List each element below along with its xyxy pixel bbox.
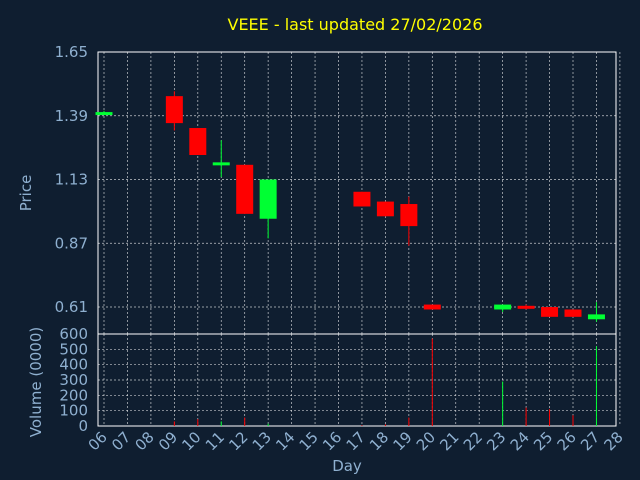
candle-body	[587, 314, 605, 320]
x-tick-label: 28	[600, 428, 626, 454]
x-tick-label: 26	[554, 428, 580, 454]
chart-title: VEEE - last updated 27/02/2026	[228, 15, 483, 34]
candle-body	[423, 304, 441, 310]
x-tick-label: 08	[131, 428, 157, 454]
candle-24	[517, 304, 535, 310]
candle-27	[587, 302, 605, 322]
candle-10	[189, 128, 207, 155]
x-tick-label: 09	[155, 428, 181, 454]
x-tick-label: 16	[319, 428, 345, 454]
x-tick-label: 20	[413, 428, 439, 454]
volume-tick-label: 400	[59, 356, 88, 374]
x-tick-label: 17	[343, 428, 369, 454]
x-tick-label: 24	[507, 428, 533, 454]
x-tick-label: 07	[108, 428, 134, 454]
x-tick-label: 14	[272, 428, 298, 454]
candle-13	[259, 179, 277, 239]
x-tick-label: 11	[202, 428, 228, 454]
price-tick-label: 1.65	[55, 43, 88, 61]
volume-tick-label: 0	[78, 417, 88, 435]
price-tick-label: 1.13	[55, 171, 88, 189]
volume-tick-label: 300	[59, 371, 88, 389]
price-tick-label: 0.61	[55, 298, 88, 316]
candle-body	[165, 96, 183, 124]
candle-12	[236, 164, 254, 214]
volume-tick-label: 500	[59, 340, 88, 358]
candle-body	[189, 128, 207, 155]
price-axis-label: Price	[17, 175, 35, 212]
x-tick-label: 21	[436, 428, 462, 454]
x-tick-label: 18	[366, 428, 392, 454]
volume-tick-label: 100	[59, 402, 88, 420]
candle-06	[95, 110, 113, 116]
candle-body	[517, 305, 535, 309]
candle-body	[259, 179, 277, 219]
volume-tick-label: 200	[59, 386, 88, 404]
candle-19	[400, 196, 418, 246]
x-tick-label: 13	[249, 428, 275, 454]
candle-23	[494, 304, 512, 312]
candle-body	[541, 307, 559, 317]
x-axis-label: Day	[332, 457, 362, 475]
candle-20	[423, 304, 441, 310]
x-tick-label: 10	[178, 428, 204, 454]
candle-body	[212, 162, 230, 166]
candle-body	[95, 112, 113, 116]
candle-body	[236, 164, 254, 214]
x-tick-label: 19	[389, 428, 415, 454]
candle-body	[400, 204, 418, 227]
volume-plot-frame	[97, 333, 617, 427]
price-panel: 1.65 1.39 1.13 0.87 0.61	[55, 43, 621, 335]
x-tick-label: 12	[225, 428, 251, 454]
x-tick-label: 15	[296, 428, 322, 454]
x-tick-label: 22	[460, 428, 486, 454]
candle-09	[165, 91, 183, 131]
volume-tick-label: 600	[59, 325, 88, 343]
candle-25	[541, 307, 559, 317]
candle-26	[564, 309, 582, 317]
candle-body	[376, 201, 394, 217]
volume-axis-label: Volume (0000)	[27, 327, 45, 437]
candle-body	[353, 191, 371, 207]
candle-18	[376, 201, 394, 217]
candle-body	[494, 304, 512, 310]
x-tick-label: 25	[530, 428, 556, 454]
candle-17	[353, 191, 371, 207]
candle-body	[564, 309, 582, 317]
price-tick-label: 1.39	[55, 107, 88, 125]
price-tick-label: 0.87	[55, 234, 88, 252]
x-tick-label: 27	[577, 428, 603, 454]
x-tick-label: 06	[85, 428, 111, 454]
x-tick-label: 23	[483, 428, 509, 454]
candle-11	[212, 140, 230, 178]
